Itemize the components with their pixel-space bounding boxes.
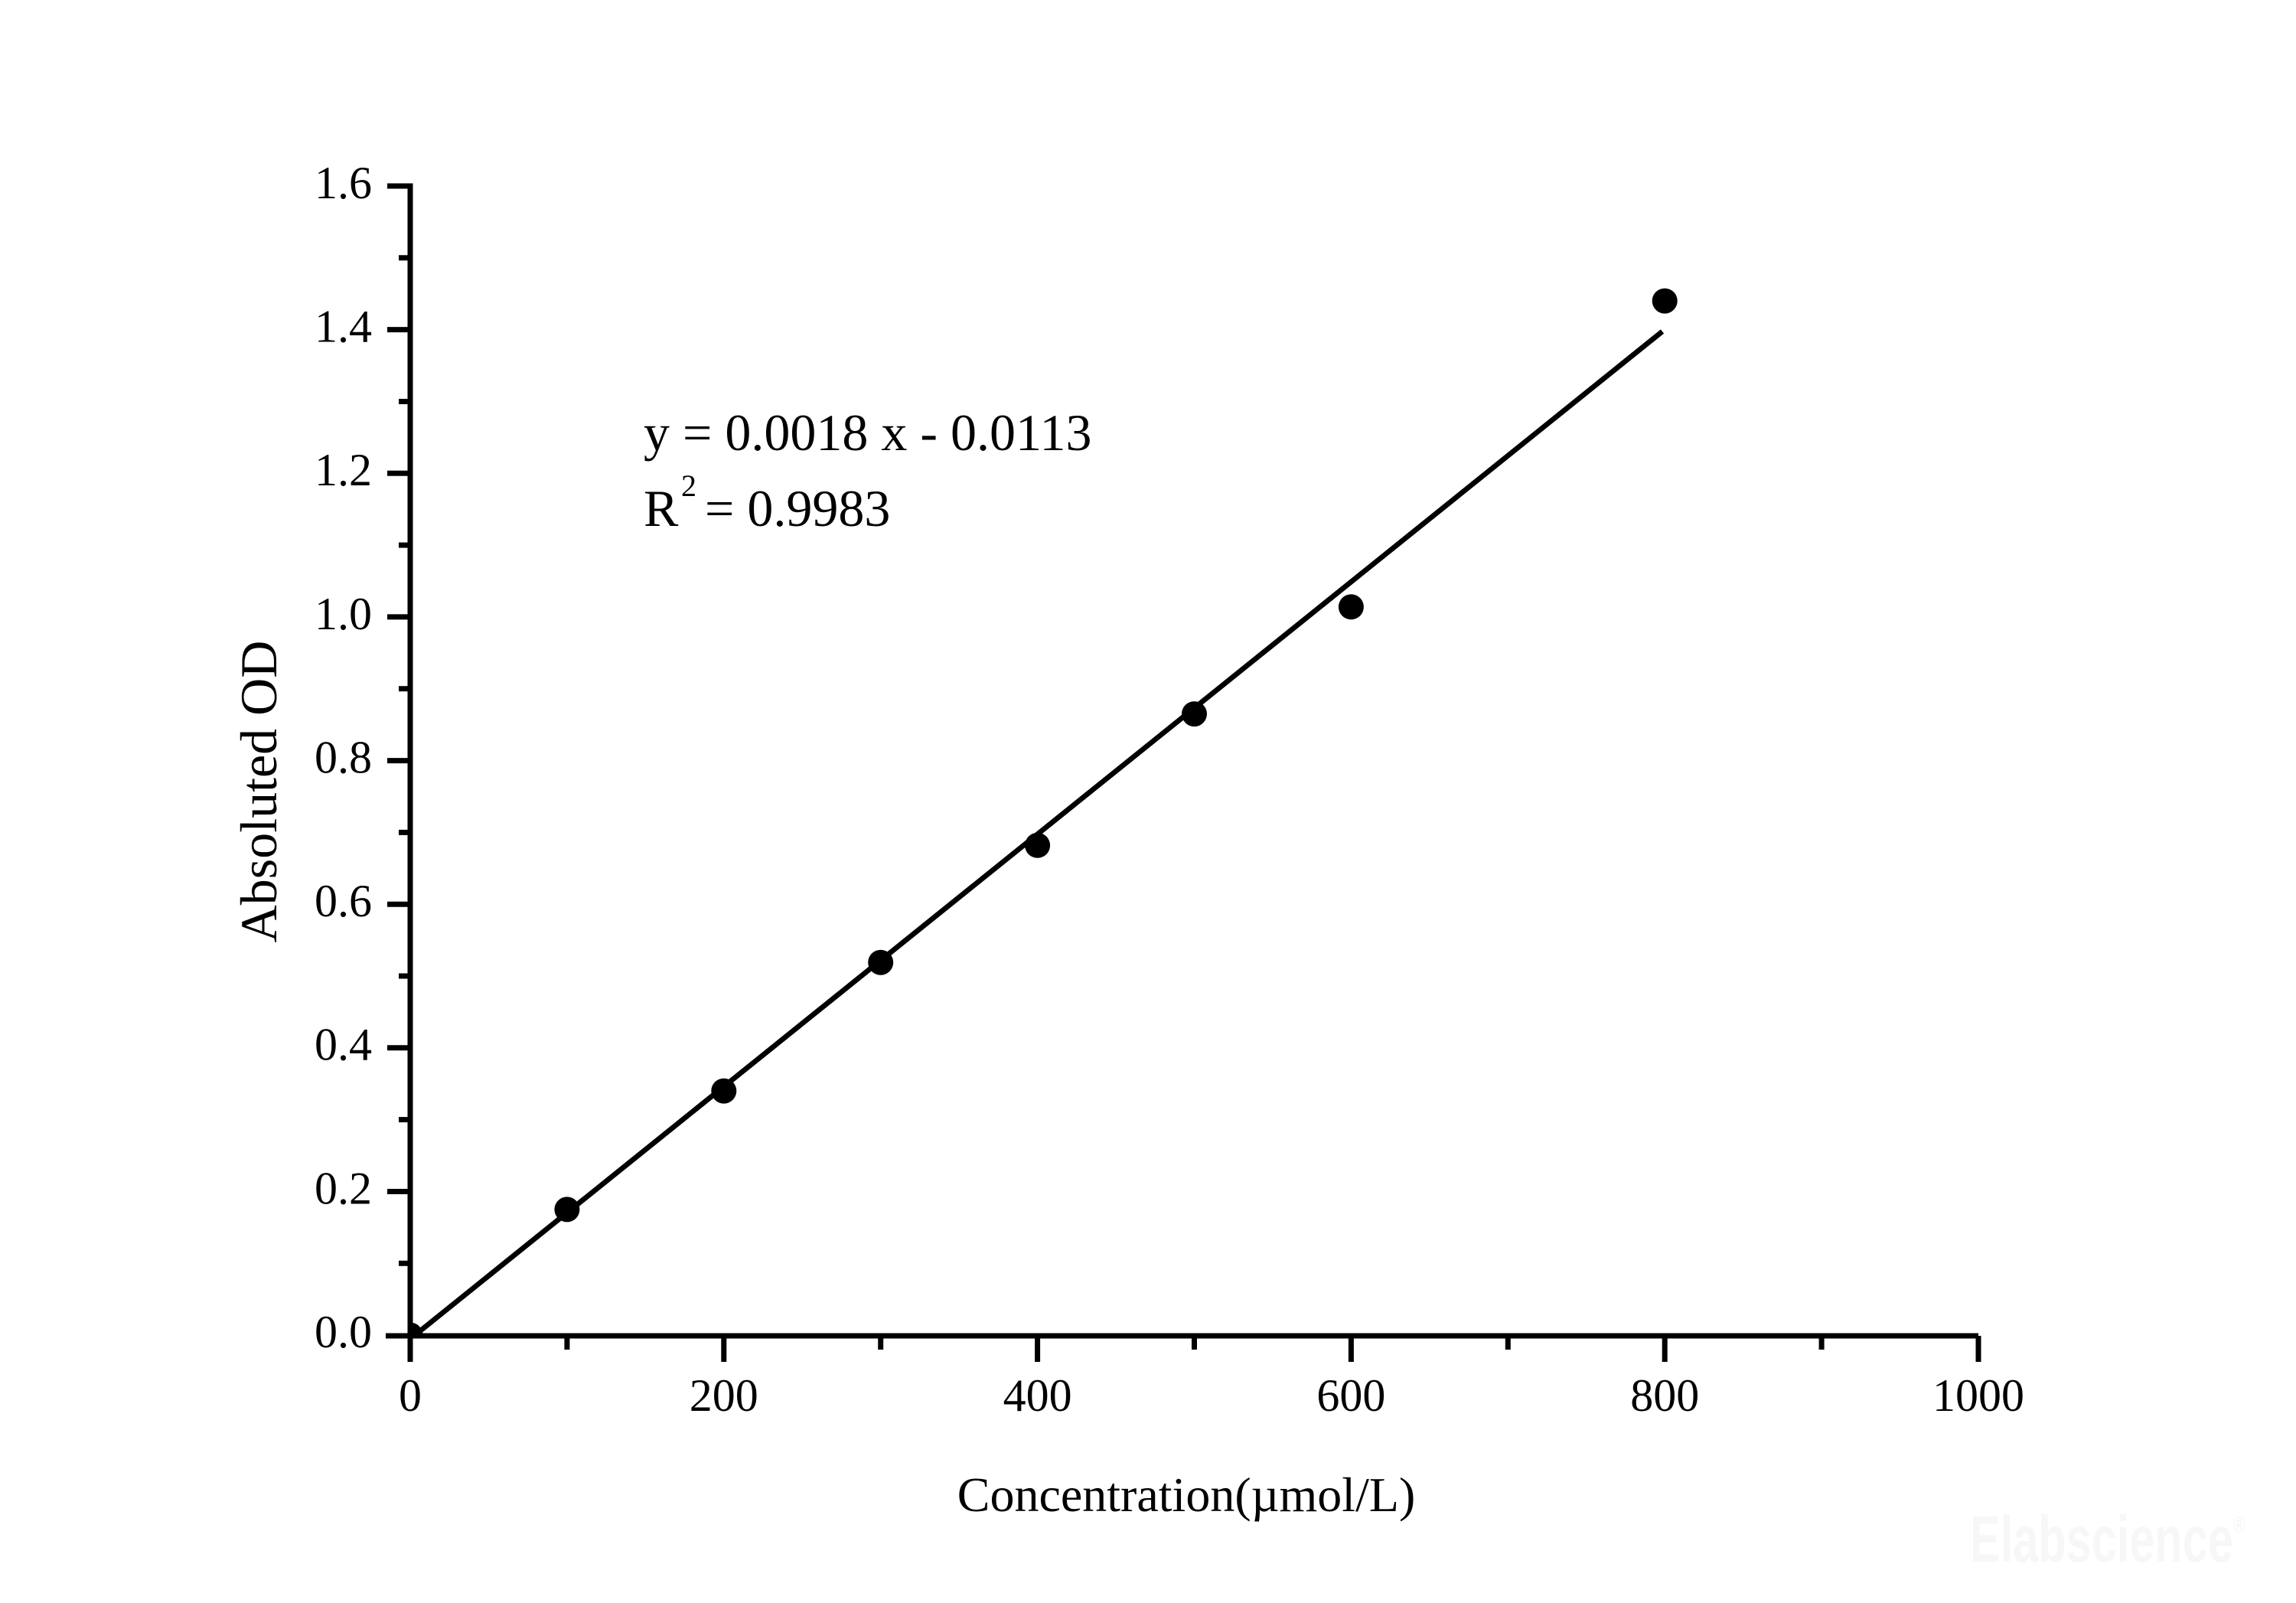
svg-text:600: 600	[1316, 1370, 1385, 1421]
svg-text:Concentration(µmol/L): Concentration(µmol/L)	[957, 1468, 1416, 1522]
svg-text:R: R	[644, 479, 679, 537]
svg-text:0.0: 0.0	[315, 1307, 372, 1357]
svg-text:2: 2	[681, 468, 696, 503]
svg-text:= 0.9983: = 0.9983	[705, 479, 890, 537]
svg-text:1.4: 1.4	[315, 302, 372, 352]
svg-text:200: 200	[690, 1370, 758, 1421]
svg-text:Absoluted OD: Absoluted OD	[230, 641, 288, 943]
svg-text:800: 800	[1630, 1370, 1699, 1421]
svg-text:1.2: 1.2	[315, 445, 372, 495]
svg-text:1000: 1000	[1932, 1370, 2024, 1421]
svg-text:0.2: 0.2	[315, 1163, 372, 1213]
svg-text:y = 0.0018 x - 0.0113: y = 0.0018 x - 0.0113	[644, 403, 1091, 462]
svg-text:400: 400	[1003, 1370, 1072, 1421]
svg-text:0.6: 0.6	[315, 876, 372, 926]
svg-text:Elabscience®: Elabscience®	[1970, 1503, 2245, 1576]
svg-text:1.0: 1.0	[315, 589, 372, 639]
svg-text:0.4: 0.4	[315, 1020, 372, 1070]
svg-text:0.8: 0.8	[315, 733, 372, 783]
svg-text:1.6: 1.6	[315, 158, 372, 208]
svg-text:0: 0	[399, 1370, 422, 1421]
